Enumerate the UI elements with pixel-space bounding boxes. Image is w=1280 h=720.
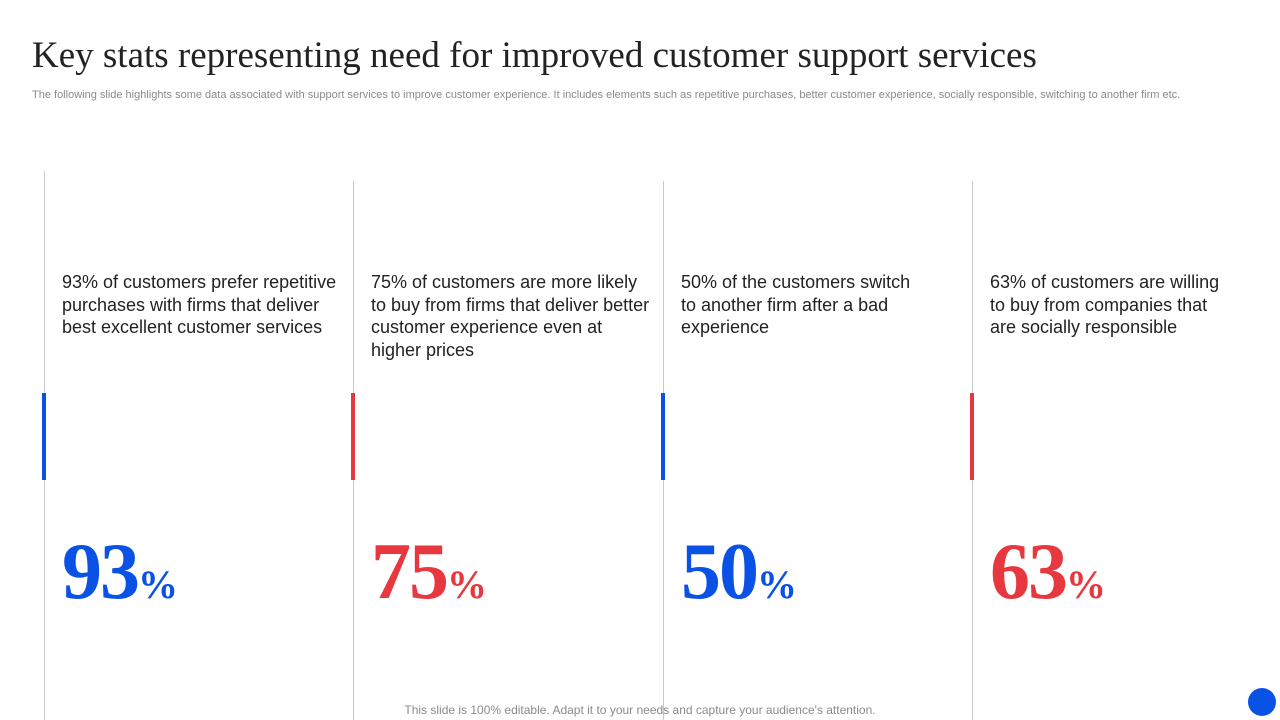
stat-unit: % (1066, 562, 1106, 607)
footer-note: This slide is 100% editable. Adapt it to… (404, 703, 876, 717)
page-subtitle: The following slide highlights some data… (32, 89, 1181, 101)
accent-bar (351, 393, 355, 480)
stat-number: 50 (681, 528, 759, 616)
stat-value: 50% (681, 532, 797, 612)
stat-unit: % (138, 562, 178, 607)
stat-description: 93% of customers prefer repetitive purch… (62, 272, 337, 337)
stat-description: 50% of the customers switch to another f… (681, 272, 911, 337)
corner-dot (1248, 688, 1276, 716)
stat-number: 63 (990, 528, 1068, 616)
stat-value: 75% (371, 532, 487, 612)
page-title: Key stats representing need for improved… (32, 35, 1037, 76)
accent-bar (42, 393, 46, 480)
stat-number: 93 (62, 528, 140, 616)
accent-bar (970, 393, 974, 480)
stat-value: 63% (990, 532, 1106, 612)
stat-description: 75% of customers are more likely to buy … (371, 272, 650, 360)
stat-unit: % (757, 562, 797, 607)
stat-description: 63% of customers are willing to buy from… (990, 272, 1220, 337)
stat-unit: % (447, 562, 487, 607)
accent-bar (661, 393, 665, 480)
stat-number: 75 (371, 528, 449, 616)
stat-value: 93% (62, 532, 178, 612)
